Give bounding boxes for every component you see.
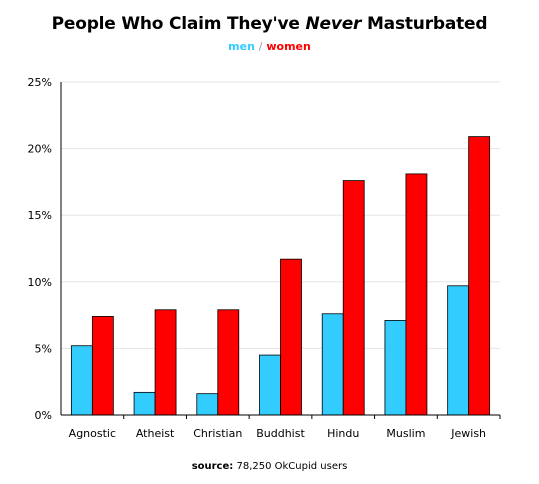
legend-separator: / <box>258 40 263 53</box>
bar-men-buddhist <box>259 354 281 416</box>
chart-source: source: 78,250 OkCupid users <box>0 461 539 472</box>
title-part-after: Masturbated <box>361 14 488 34</box>
chart-title: People Who Claim They've Never Masturbat… <box>0 14 539 34</box>
x-tick-label-muslim: Muslim <box>386 427 425 440</box>
legend-women: women <box>266 40 311 53</box>
bar-men-agnostic <box>70 345 93 416</box>
bar-men-muslim <box>384 320 407 416</box>
y-tick-label-1: 5% <box>35 342 52 355</box>
y-tick-label-5: 25% <box>28 76 52 89</box>
title-part-before: People Who Claim They've <box>51 14 306 34</box>
legend-men: men <box>228 40 255 53</box>
y-tick-label-4: 20% <box>28 143 52 156</box>
y-tick-label-0: 0% <box>35 409 52 422</box>
bar-women-atheist <box>154 309 177 416</box>
bar-women-christian <box>217 309 240 416</box>
x-tick-label-jewish: Jewish <box>450 427 486 440</box>
bar-men-christian <box>196 393 219 416</box>
chart-legend: men / women <box>0 40 539 53</box>
bar-men-hindu <box>321 313 344 416</box>
x-tick-label-christian: Christian <box>193 427 242 440</box>
bar-women-muslim <box>405 173 428 416</box>
bar-women-buddhist <box>280 258 302 416</box>
bar-women-agnostic <box>91 316 114 416</box>
source-label: source: <box>191 461 234 472</box>
bar-women-hindu <box>342 180 365 416</box>
x-tick-label-buddhist: Buddhist <box>256 427 305 440</box>
source-text: 78,250 OkCupid users <box>236 461 348 472</box>
x-tick-label-hindu: Hindu <box>327 427 359 440</box>
y-tick-label-2: 10% <box>28 276 52 289</box>
x-tick-label-atheist: Atheist <box>136 427 175 440</box>
bar-women-jewish <box>468 136 491 416</box>
y-tick-label-3: 15% <box>28 209 52 222</box>
x-tick-label-agnostic: Agnostic <box>69 427 116 440</box>
bar-men-jewish <box>447 285 470 416</box>
title-part-emphasis: Never <box>305 14 362 34</box>
bar-men-atheist <box>133 391 156 416</box>
